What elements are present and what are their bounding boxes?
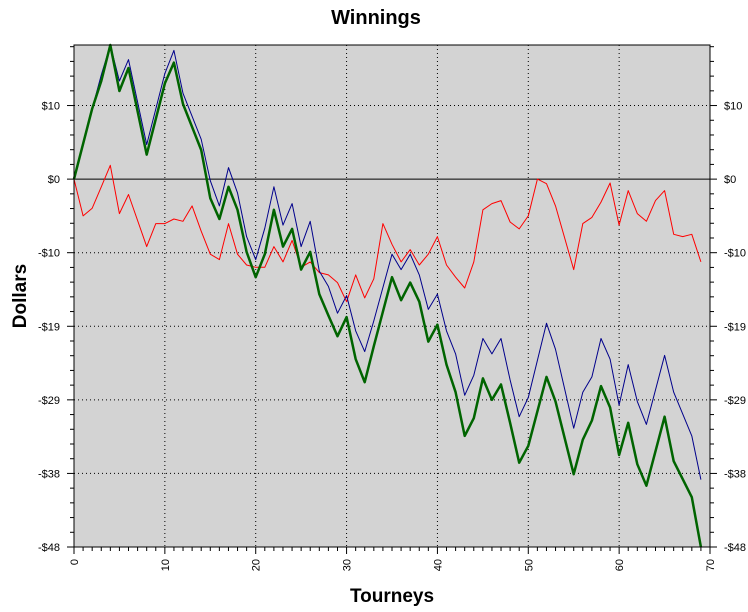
x-tick-label: 50: [523, 559, 535, 571]
y-tick-label-left: -$29: [38, 395, 60, 407]
y-axis-labels-left: $10 $0 -$10 -$19 -$29 -$38 -$48: [38, 101, 60, 554]
axis-ticks: [67, 46, 717, 554]
y-tick-label-right: -$48: [724, 542, 746, 554]
red-series-line: [73, 164, 702, 303]
y-tick-label-left: -$38: [38, 468, 60, 480]
x-tick-label: 60: [614, 559, 626, 571]
series-layer: [72, 43, 703, 548]
x-axis-title: Tourneys: [350, 586, 434, 607]
x-tick-label: 40: [432, 559, 444, 571]
x-tick-label: 70: [705, 559, 717, 571]
chart-title: Winnings: [331, 7, 421, 29]
y-tick-label-left: $10: [42, 101, 60, 113]
y-tick-label-left: -$48: [38, 542, 60, 554]
y-tick-label-right: -$38: [724, 468, 746, 480]
y-axis-labels-right: $10 $0 -$10 -$19 -$29 -$38 -$48: [724, 101, 746, 554]
y-tick-label-right: -$10: [724, 248, 746, 260]
y-tick-label-right: -$19: [724, 321, 746, 333]
y-tick-label-left: -$19: [38, 321, 60, 333]
x-tick-label: 0: [69, 559, 81, 565]
y-tick-label-right: $0: [724, 174, 736, 186]
x-tick-label: 10: [160, 559, 172, 571]
green-series-line: [72, 43, 703, 548]
y-axis-title: Dollars: [10, 264, 31, 328]
y-tick-label-left: -$10: [38, 248, 60, 260]
plot-area: [74, 45, 710, 547]
y-tick-label-left: $0: [48, 174, 60, 186]
blue-series-line: [73, 44, 702, 480]
x-tick-label: 20: [251, 559, 263, 571]
y-tick-label-right: $10: [724, 101, 742, 113]
x-tick-label: 30: [342, 559, 354, 571]
y-tick-label-right: -$29: [724, 395, 746, 407]
x-axis-labels: 0 10 20 30 40 50 60 70: [69, 559, 717, 571]
